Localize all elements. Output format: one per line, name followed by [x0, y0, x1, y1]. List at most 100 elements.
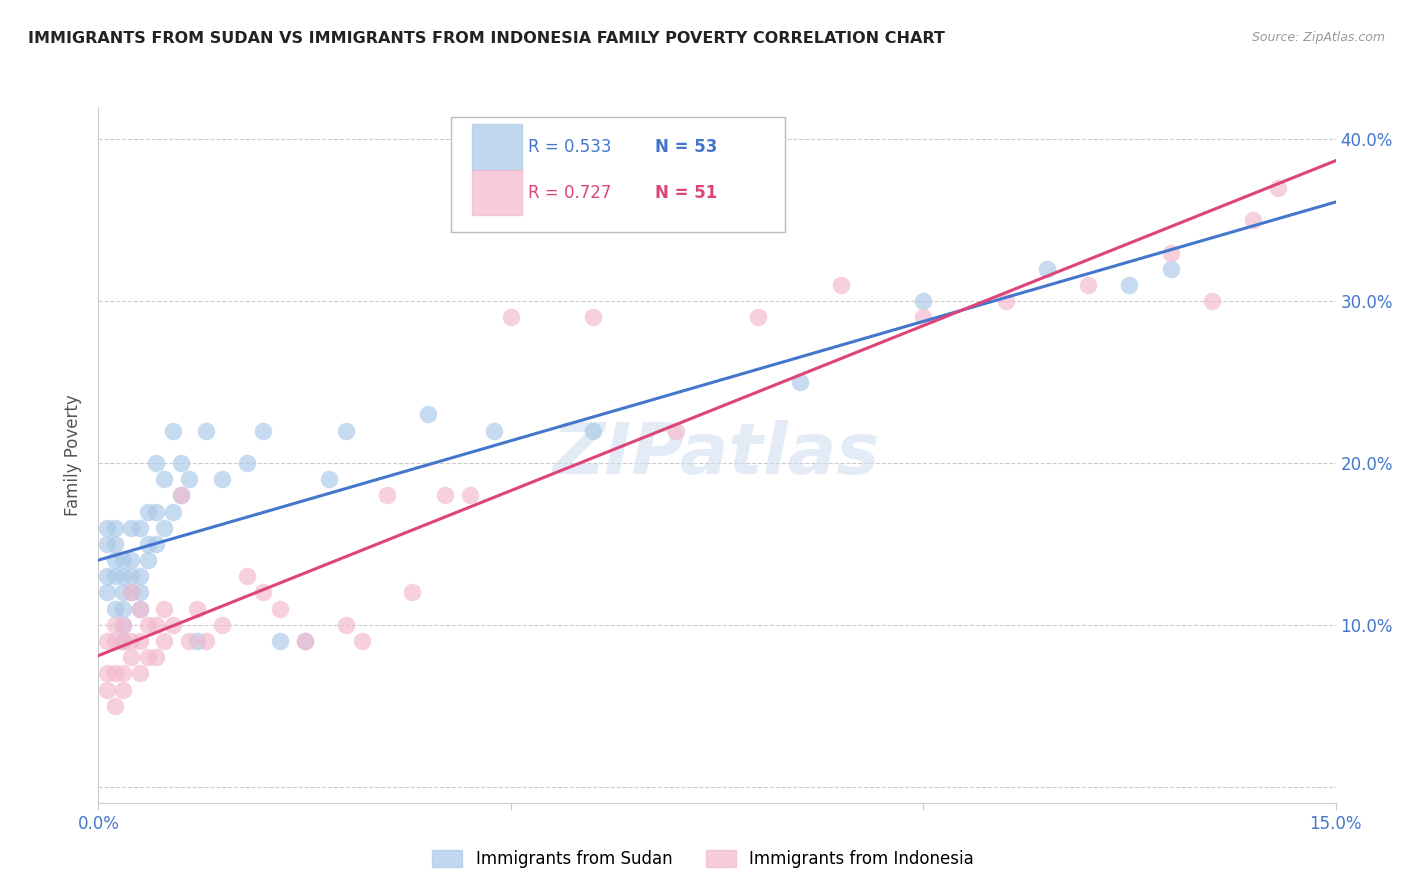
Point	[104, 634, 127, 648]
Point	[499, 310, 522, 325]
Point	[789, 375, 811, 389]
Text: N = 51: N = 51	[655, 184, 717, 202]
Point	[170, 456, 193, 470]
Point	[153, 521, 176, 535]
Point	[104, 553, 127, 567]
Point	[104, 617, 127, 632]
Point	[236, 456, 259, 470]
Y-axis label: Family Poverty: Family Poverty	[65, 394, 83, 516]
Point	[335, 617, 357, 632]
Point	[994, 294, 1017, 309]
FancyBboxPatch shape	[451, 118, 785, 232]
Point	[145, 456, 167, 470]
Point	[104, 666, 127, 681]
Point	[458, 488, 481, 502]
Point	[120, 585, 142, 599]
Point	[128, 585, 150, 599]
Text: Source: ZipAtlas.com: Source: ZipAtlas.com	[1251, 31, 1385, 45]
Point	[1160, 245, 1182, 260]
Point	[112, 617, 135, 632]
Point	[104, 569, 127, 583]
Point	[96, 585, 118, 599]
Point	[1267, 181, 1289, 195]
Point	[120, 634, 142, 648]
Point	[582, 310, 605, 325]
Point	[153, 634, 176, 648]
Point	[96, 537, 118, 551]
Point	[375, 488, 398, 502]
Point	[170, 488, 193, 502]
Point	[145, 617, 167, 632]
Point	[335, 424, 357, 438]
Point	[136, 617, 159, 632]
Point	[1036, 261, 1059, 276]
Point	[104, 537, 127, 551]
Text: IMMIGRANTS FROM SUDAN VS IMMIGRANTS FROM INDONESIA FAMILY POVERTY CORRELATION CH: IMMIGRANTS FROM SUDAN VS IMMIGRANTS FROM…	[28, 31, 945, 46]
Point	[747, 310, 769, 325]
Point	[211, 472, 233, 486]
Point	[269, 634, 291, 648]
Point	[112, 585, 135, 599]
Point	[211, 617, 233, 632]
Point	[162, 424, 184, 438]
Point	[112, 601, 135, 615]
Point	[1201, 294, 1223, 309]
Point	[252, 585, 274, 599]
Text: N = 53: N = 53	[655, 138, 717, 156]
Point	[294, 634, 316, 648]
Point	[136, 650, 159, 665]
Point	[153, 601, 176, 615]
Point	[104, 698, 127, 713]
Point	[120, 569, 142, 583]
Point	[136, 537, 159, 551]
Point	[120, 521, 142, 535]
Point	[1241, 213, 1264, 227]
Point	[433, 488, 456, 502]
Point	[112, 553, 135, 567]
Point	[186, 634, 208, 648]
Point	[128, 601, 150, 615]
Point	[112, 634, 135, 648]
Text: R = 0.727: R = 0.727	[527, 184, 612, 202]
Legend: Immigrants from Sudan, Immigrants from Indonesia: Immigrants from Sudan, Immigrants from I…	[426, 843, 980, 875]
Point	[1077, 278, 1099, 293]
Point	[96, 521, 118, 535]
Point	[112, 569, 135, 583]
Text: ZIPatlas: ZIPatlas	[554, 420, 880, 490]
Point	[128, 601, 150, 615]
Point	[112, 617, 135, 632]
Point	[1160, 261, 1182, 276]
Point	[128, 569, 150, 583]
Point	[582, 424, 605, 438]
Text: R = 0.533: R = 0.533	[527, 138, 612, 156]
Point	[104, 601, 127, 615]
Point	[128, 666, 150, 681]
Point	[120, 553, 142, 567]
Point	[179, 472, 201, 486]
Point	[128, 521, 150, 535]
Point	[120, 650, 142, 665]
Point	[401, 585, 423, 599]
FancyBboxPatch shape	[472, 124, 522, 169]
Point	[104, 521, 127, 535]
Point	[194, 424, 217, 438]
Point	[179, 634, 201, 648]
Point	[128, 634, 150, 648]
Point	[912, 310, 935, 325]
Point	[112, 634, 135, 648]
FancyBboxPatch shape	[472, 169, 522, 215]
Point	[294, 634, 316, 648]
Point	[136, 504, 159, 518]
Point	[112, 666, 135, 681]
Point	[162, 617, 184, 632]
Point	[186, 601, 208, 615]
Point	[136, 553, 159, 567]
Point	[153, 472, 176, 486]
Point	[96, 666, 118, 681]
Point	[484, 424, 506, 438]
Point	[120, 585, 142, 599]
Point	[236, 569, 259, 583]
Point	[112, 682, 135, 697]
Point	[96, 682, 118, 697]
Point	[194, 634, 217, 648]
